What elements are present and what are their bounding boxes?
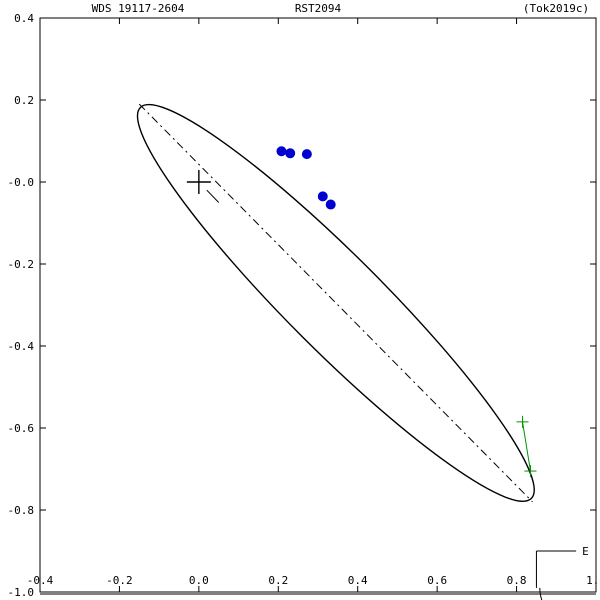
xtick-label: 0.2 xyxy=(268,574,288,587)
title-right: (Tok2019c) xyxy=(523,2,589,15)
ytick-label: 0.2 xyxy=(14,94,34,107)
ytick-label: -0.2 xyxy=(8,258,35,271)
obs-point xyxy=(326,200,335,209)
ytick-label: -1.0 xyxy=(8,586,35,599)
title-left: WDS 19117-2604 xyxy=(92,2,185,15)
ytick-label: -0.0 xyxy=(8,176,35,189)
ytick-label: -0.8 xyxy=(8,504,35,517)
xtick-label: 0.8 xyxy=(507,574,527,587)
compass-east-label: E xyxy=(582,545,589,558)
plot-svg: WDS 19117-2604 RST2094 (Tok2019c) -0.4 -0.2 0… xyxy=(0,0,600,600)
nodes-line xyxy=(139,104,532,502)
xtick-label: 1.0 xyxy=(586,574,600,587)
orbit-plot: WDS 19117-2604 RST2094 (Tok2019c) -0.4 -0.2 0… xyxy=(0,0,600,600)
xtick-label: 0.4 xyxy=(348,574,368,587)
ytick-label: -0.4 xyxy=(8,340,35,353)
obs-point xyxy=(286,149,295,158)
xtick-label: -0.2 xyxy=(106,574,133,587)
title-center: RST2094 xyxy=(295,2,342,15)
plot-frame xyxy=(40,18,596,592)
ytick-label: -0.6 xyxy=(8,422,35,435)
obs-point xyxy=(318,192,327,201)
xtick-label: 0.6 xyxy=(427,574,447,587)
ytick-label: 0.4 xyxy=(14,12,34,25)
obs-point xyxy=(302,150,311,159)
obs-point xyxy=(277,147,286,156)
xtick-label: 0.0 xyxy=(189,574,209,587)
